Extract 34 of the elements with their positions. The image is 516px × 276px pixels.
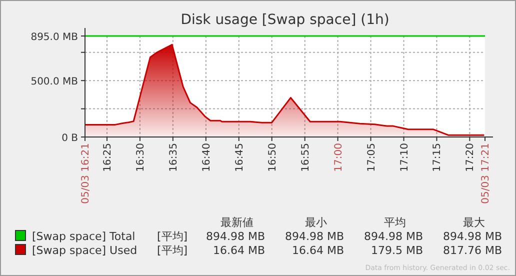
text: 817.76 MB: [442, 244, 502, 257]
y-tick-label: 895.0 MB: [30, 32, 78, 43]
text: 179.5 MB: [370, 244, 423, 257]
text: 16.64 MB: [212, 244, 265, 257]
text: 894.98 MB: [364, 230, 423, 243]
text: 平均: [384, 216, 406, 229]
text: [平均]: [157, 244, 188, 257]
x-tick-label: 17:00: [333, 143, 344, 172]
text: 16.64 MB: [292, 244, 344, 257]
x-tick-label: 16:25: [102, 143, 114, 172]
x-tick-label: 17:05: [366, 143, 378, 172]
text: 最新値: [220, 216, 254, 229]
y-tick-label: 0 B: [62, 133, 78, 144]
x-tick-label: 17:20: [465, 143, 476, 172]
text: 894.98 MB: [442, 230, 502, 243]
chart-title: Disk usage [Swap space] (1h): [180, 12, 390, 28]
x-tick-label: 17:10: [399, 143, 410, 172]
legend-label: [Swap space] Used: [32, 244, 138, 257]
x-tick-label: 16:50: [267, 143, 278, 172]
x-tick-label: 16:45: [234, 143, 246, 172]
x-tick-label: 05/03 16:21: [80, 143, 92, 204]
x-tick-label: 16:35: [168, 143, 180, 172]
text: 最小: [305, 216, 327, 229]
x-tick-label: 16:30: [135, 143, 146, 172]
text: [平均]: [157, 230, 188, 243]
text: 最大: [463, 216, 485, 229]
text: 894.98 MB: [206, 230, 265, 243]
x-tick-label: 05/03 17:21: [480, 143, 492, 204]
text: 894.98 MB: [284, 230, 344, 243]
y-tick-label: 500.0 MB: [30, 76, 78, 88]
x-tick-label: 17:15: [432, 143, 444, 172]
x-tick-label: 16:40: [201, 143, 212, 172]
x-tick-label: 16:55: [300, 143, 312, 172]
legend-label: [Swap space] Total: [32, 230, 136, 243]
